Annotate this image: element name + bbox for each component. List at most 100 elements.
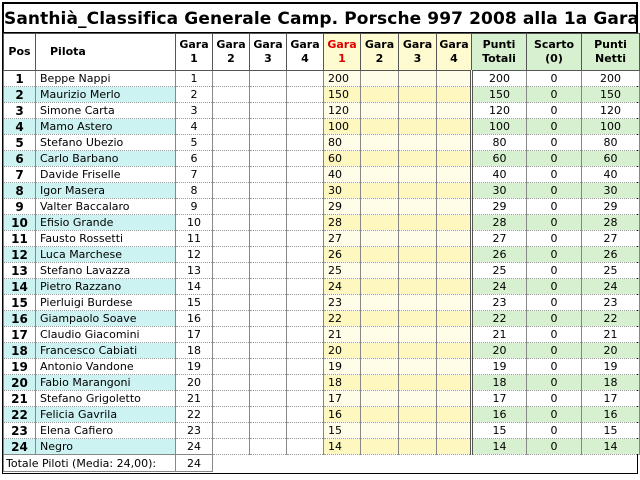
- cell-gara-punti-4: [436, 198, 472, 215]
- cell-gara-punti-1: 24: [323, 278, 361, 295]
- cell-gara-punti-3: [398, 198, 437, 215]
- cell-gara-punti-1: 20: [323, 342, 361, 359]
- cell-punti-netti: 19: [581, 358, 640, 375]
- cell-gara-punti-3: [398, 262, 437, 279]
- cell-gara-pos-1: 24: [175, 438, 213, 455]
- cell-gara-pos-1: 12: [175, 246, 213, 263]
- cell-punti-netti: 20: [581, 342, 640, 359]
- standings-body: 1 Beppe Nappi 1 200 200 0 200 2 Maurizio Merlo 2 1…: [3, 70, 640, 455]
- cell-pilota: Negro: [35, 438, 176, 455]
- cell-gara-pos-2: [212, 118, 250, 135]
- cell-gara-punti-2: [360, 438, 399, 455]
- cell-gara-pos-4: [286, 134, 324, 151]
- cell-pos: 6: [3, 150, 36, 167]
- cell-gara-pos-3: [249, 278, 287, 295]
- header-gara-punti-2: Gara 2: [360, 33, 399, 71]
- cell-pilota: Fabio Marangoni: [35, 374, 176, 391]
- cell-gara-punti-2: [360, 150, 399, 167]
- cell-gara-pos-3: [249, 118, 287, 135]
- cell-gara-pos-3: [249, 374, 287, 391]
- table-row: 11 Fausto Rossetti 11 27 27 0 27: [3, 230, 640, 247]
- table-row: 13 Stefano Lavazza 13 25 25 0 25: [3, 262, 640, 279]
- cell-gara-punti-1: 14: [323, 438, 361, 455]
- cell-punti-totali: 16: [470, 406, 527, 423]
- standings-table: Pos Pilota Gara 1 Gara 2 Gara 3 Gara 4 Gara 1…: [3, 33, 640, 472]
- cell-pilota: Efisio Grande: [35, 214, 176, 231]
- cell-gara-punti-4: [436, 134, 472, 151]
- cell-gara-punti-4: [436, 406, 472, 423]
- table-row: 15 Pierluigi Burdese 15 23 23 0 23: [3, 294, 640, 311]
- cell-gara-punti-2: [360, 294, 399, 311]
- table-row: 1 Beppe Nappi 1 200 200 0 200: [3, 70, 640, 87]
- cell-gara-punti-3: [398, 182, 437, 199]
- header-gara-pos-4: Gara 4: [286, 33, 324, 71]
- cell-gara-punti-4: [436, 326, 472, 343]
- table-row: 23 Elena Cafiero 23 15 15 0 15: [3, 422, 640, 439]
- cell-gara-punti-1: 15: [323, 422, 361, 439]
- cell-gara-punti-4: [436, 86, 472, 103]
- cell-gara-pos-4: [286, 150, 324, 167]
- cell-gara-pos-2: [212, 182, 250, 199]
- cell-gara-pos-3: [249, 406, 287, 423]
- cell-pos: 13: [3, 262, 36, 279]
- cell-gara-pos-3: [249, 326, 287, 343]
- cell-scarto: 0: [526, 390, 582, 407]
- cell-pos: 4: [3, 118, 36, 135]
- cell-gara-pos-2: [212, 278, 250, 295]
- cell-pilota: Pierluigi Burdese: [35, 294, 176, 311]
- cell-gara-pos-1: 17: [175, 326, 213, 343]
- header-gara-punti-4: Gara 4: [436, 33, 472, 71]
- cell-scarto: 0: [526, 358, 582, 375]
- cell-pos: 18: [3, 342, 36, 359]
- cell-gara-punti-4: [436, 150, 472, 167]
- cell-gara-pos-4: [286, 326, 324, 343]
- cell-gara-pos-1: 11: [175, 230, 213, 247]
- cell-gara-punti-1: 30: [323, 182, 361, 199]
- cell-punti-totali: 19: [470, 358, 527, 375]
- table-row: 12 Luca Marchese 12 26 26 0 26: [3, 246, 640, 263]
- cell-punti-totali: 120: [470, 102, 527, 119]
- footer-label: Totale Piloti (Media: 24,00):: [3, 454, 176, 472]
- cell-gara-pos-1: 13: [175, 262, 213, 279]
- cell-punti-netti: 80: [581, 134, 640, 151]
- cell-gara-pos-3: [249, 342, 287, 359]
- cell-scarto: 0: [526, 214, 582, 231]
- cell-gara-punti-3: [398, 230, 437, 247]
- cell-pos: 11: [3, 230, 36, 247]
- cell-gara-pos-4: [286, 102, 324, 119]
- cell-gara-pos-4: [286, 406, 324, 423]
- cell-gara-pos-4: [286, 342, 324, 359]
- cell-gara-punti-2: [360, 246, 399, 263]
- cell-scarto: 0: [526, 310, 582, 327]
- cell-gara-punti-3: [398, 406, 437, 423]
- cell-punti-netti: 29: [581, 198, 640, 215]
- header-row: Pos Pilota Gara 1 Gara 2 Gara 3 Gara 4 Gara 1…: [3, 33, 640, 71]
- cell-punti-netti: 150: [581, 86, 640, 103]
- cell-punti-netti: 30: [581, 182, 640, 199]
- cell-scarto: 0: [526, 102, 582, 119]
- cell-gara-pos-4: [286, 166, 324, 183]
- cell-punti-totali: 27: [470, 230, 527, 247]
- cell-gara-punti-3: [398, 374, 437, 391]
- cell-pos: 9: [3, 198, 36, 215]
- cell-punti-totali: 21: [470, 326, 527, 343]
- cell-gara-punti-2: [360, 86, 399, 103]
- cell-gara-pos-3: [249, 294, 287, 311]
- cell-pilota: Antonio Vandone: [35, 358, 176, 375]
- cell-gara-punti-2: [360, 374, 399, 391]
- cell-punti-totali: 15: [470, 422, 527, 439]
- cell-pos: 21: [3, 390, 36, 407]
- cell-gara-pos-4: [286, 422, 324, 439]
- cell-punti-totali: 24: [470, 278, 527, 295]
- cell-gara-punti-1: 17: [323, 390, 361, 407]
- cell-pilota: Pietro Razzano: [35, 278, 176, 295]
- cell-gara-punti-1: 19: [323, 358, 361, 375]
- cell-gara-punti-2: [360, 102, 399, 119]
- cell-gara-pos-1: 3: [175, 102, 213, 119]
- cell-gara-pos-3: [249, 262, 287, 279]
- cell-pilota: Stefano Lavazza: [35, 262, 176, 279]
- cell-gara-pos-2: [212, 294, 250, 311]
- cell-gara-punti-2: [360, 390, 399, 407]
- cell-pilota: Valter Baccalaro: [35, 198, 176, 215]
- cell-punti-netti: 25: [581, 262, 640, 279]
